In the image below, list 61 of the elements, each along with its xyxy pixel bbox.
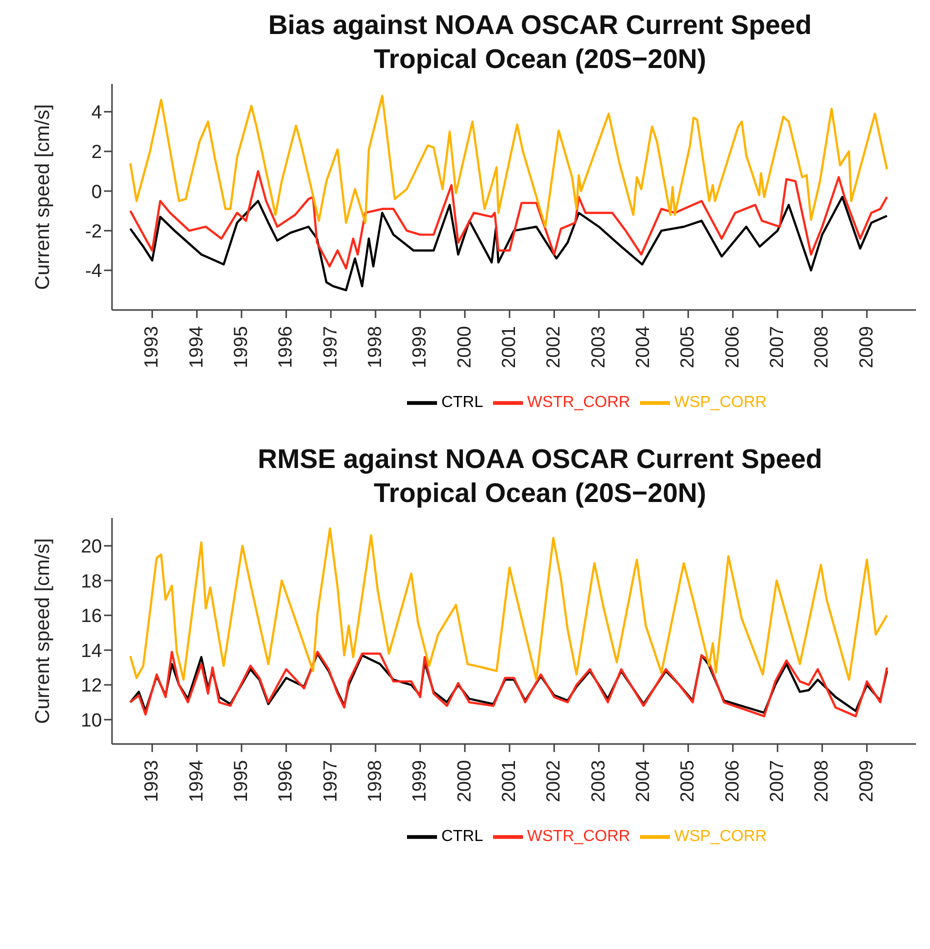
x-tick-label: 1996 [276, 760, 297, 802]
chart-title: RMSE against NOAA OSCAR Current Speed [256, 443, 824, 476]
x-tick-label: 1995 [231, 326, 252, 368]
x-tick-label: 2009 [856, 760, 878, 802]
y-tick-label: 18 [80, 571, 102, 592]
x-tick-label: 2003 [588, 760, 610, 802]
chart-subtitle: Tropical Ocean (20S−20N) [372, 477, 708, 510]
x-tick-label: 2009 [856, 326, 878, 368]
line-series [129, 527, 888, 681]
y-tick-label: 2 [91, 142, 102, 164]
x-tick-label: 2004 [633, 326, 654, 368]
y-tick-label: 10 [80, 710, 102, 732]
chart-subtitle: Tropical Ocean (20S−20N) [372, 43, 708, 76]
x-tick-label: 2007 [767, 760, 788, 802]
x-tick-label: 2006 [722, 760, 744, 802]
y-tick-label: 16 [80, 606, 102, 628]
y-tick-label: -2 [85, 221, 102, 242]
line-series [129, 196, 888, 292]
x-tick-label: 2008 [812, 326, 833, 368]
legend-label: WSTR_CORR [527, 828, 630, 846]
x-tick-label: 2007 [767, 326, 788, 368]
x-tick-label: 2003 [588, 326, 610, 368]
x-tick-label: 2005 [678, 760, 699, 802]
y-axis-title: Current speed [cm/s] [32, 104, 54, 290]
y-tick-label: 0 [91, 182, 102, 203]
x-tick-label: 2008 [812, 760, 833, 802]
x-tick-label: 1995 [231, 760, 252, 802]
y-tick-label: 4 [91, 102, 102, 124]
x-tick-label: 1999 [410, 760, 431, 802]
chart-title: Bias against NOAA OSCAR Current Speed [267, 9, 813, 42]
x-tick-label: 2000 [454, 326, 476, 368]
legend-label: CTRL [441, 394, 484, 412]
y-tick-label: 12 [80, 676, 102, 697]
x-tick-label: 2001 [499, 760, 520, 802]
legend-label: WSP_CORR [674, 394, 767, 412]
x-tick-label: 2004 [633, 760, 654, 802]
x-tick-label: 1996 [276, 326, 297, 368]
x-tick-label: 2000 [454, 760, 476, 802]
line-series [129, 170, 888, 270]
x-tick-label: 2001 [499, 326, 520, 368]
x-tick-label: 2002 [544, 326, 565, 368]
x-tick-label: 1994 [186, 326, 208, 368]
x-tick-label: 2005 [678, 326, 699, 368]
legend-label: WSP_CORR [674, 828, 767, 846]
legend-label: CTRL [441, 828, 484, 846]
x-tick-label: 1999 [410, 326, 431, 368]
x-tick-label: 1997 [320, 326, 342, 368]
line-series [129, 94, 888, 228]
y-axis-title: Current speed [cm/s] [32, 538, 54, 724]
legend-label: WSTR_CORR [527, 394, 630, 412]
x-tick-label: 2002 [544, 760, 565, 802]
x-tick-label: 1998 [365, 760, 386, 802]
x-tick-label: 2006 [722, 326, 744, 368]
x-tick-label: 1993 [142, 326, 163, 368]
y-tick-label: 14 [80, 640, 102, 662]
y-tick-label: 20 [80, 536, 102, 558]
x-tick-label: 1997 [320, 760, 342, 802]
x-tick-label: 1994 [186, 760, 208, 802]
y-tick-label: -4 [85, 261, 102, 282]
x-tick-label: 1993 [142, 760, 163, 802]
x-tick-label: 1998 [365, 326, 386, 368]
